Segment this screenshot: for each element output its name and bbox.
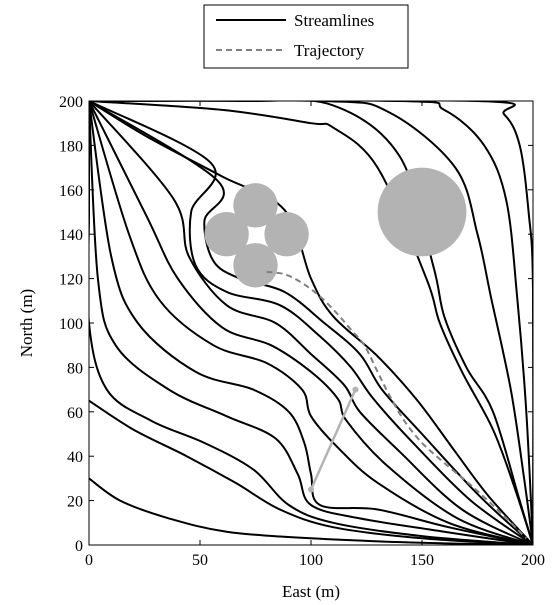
y-tick-label-4: 80 [67,360,83,377]
x-tick-label-1: 50 [192,552,208,569]
y-tick-label-8: 160 [59,183,83,200]
streamline-12 [89,101,533,545]
streamline-2 [89,101,533,545]
y-tick-label-7: 140 [59,227,83,244]
obstacle-circle-3 [233,243,278,288]
streamline-3 [89,101,533,545]
y-tick-label-1: 20 [67,494,83,511]
y-axis-label: North (m) [17,289,36,357]
axis-ticks: 0 50 100 150 200 0 20 40 60 80 100 120 140 160 180 200 [59,94,545,569]
goal-segment [309,389,357,491]
streamline-7 [89,101,533,545]
y-tick-label-3: 60 [67,405,83,422]
obstacle-circle-2 [264,212,309,257]
y-tick-label-0: 0 [75,538,83,555]
trajectory [266,270,528,540]
legend-streamlines-label: Streamlines [294,11,374,30]
streamline-6 [89,101,533,545]
y-tick-label-10: 200 [59,94,83,111]
streamline-14 [89,477,533,545]
obstacles [204,167,467,493]
goal-segment-start-marker [308,486,314,493]
x-tick-label-4: 200 [521,552,545,569]
trajectory-line [266,270,528,540]
obstacle-circle-0 [233,183,278,228]
streamline-11 [89,101,533,545]
streamlines [89,101,533,545]
plot-area: 0 50 100 150 200 0 20 40 60 80 100 120 140 160 180 200 [59,94,545,569]
goal-segment-end-marker [352,386,359,393]
obstacle-circle-1 [204,212,249,257]
streamline-13 [89,399,533,545]
x-tick-label-3: 150 [410,552,434,569]
y-tick-label-9: 180 [59,138,83,155]
x-tick-label-0: 0 [85,552,93,569]
y-tick-label-5: 100 [59,316,83,333]
streamline-9 [89,101,533,545]
streamline-5 [89,101,533,545]
legend-trajectory-label: Trajectory [294,41,365,60]
x-tick-label-2: 100 [299,552,323,569]
y-tick-label-2: 40 [67,449,83,466]
legend-box [203,4,409,69]
streamline-10 [89,101,533,545]
streamline-1 [89,101,533,545]
streamline-8 [89,101,533,545]
streamline-4 [89,101,533,545]
x-axis-label: East (m) [282,582,340,601]
legend: Streamlines Trajectory [203,4,409,69]
obstacle-circle-4 [377,167,467,257]
y-tick-label-6: 120 [59,272,83,289]
